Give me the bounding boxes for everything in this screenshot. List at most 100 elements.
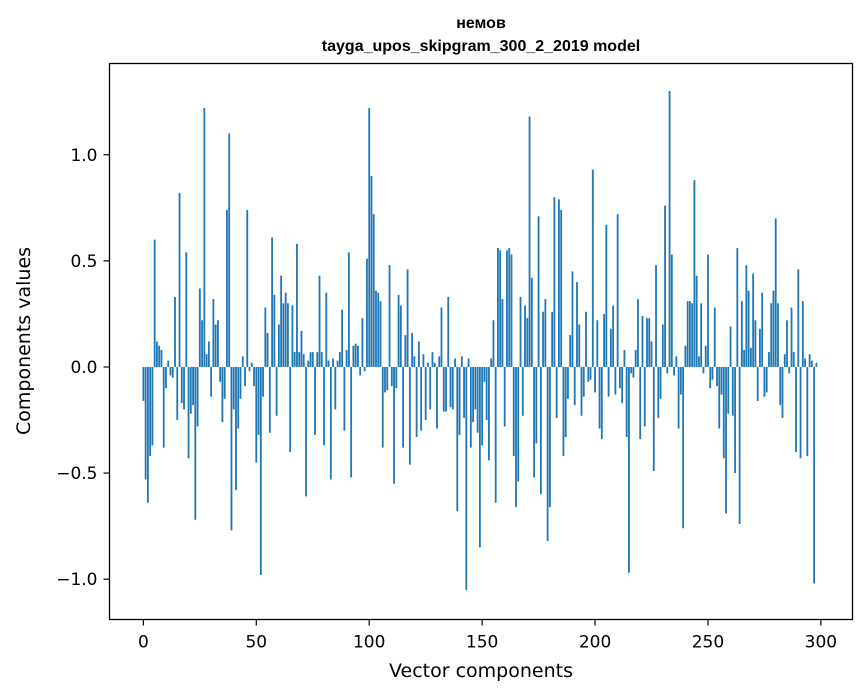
bar-200 <box>594 366 596 393</box>
x-axis-label: Vector components <box>389 660 573 682</box>
bar-159 <box>501 299 504 367</box>
bar-96 <box>359 366 362 376</box>
bar-265 <box>740 301 743 367</box>
bar-51 <box>257 366 260 435</box>
bar-214 <box>625 366 628 437</box>
bar-104 <box>377 292 380 367</box>
bar-241 <box>686 301 689 367</box>
bar-293 <box>804 358 806 367</box>
bar-227 <box>655 265 657 367</box>
bar-218 <box>634 349 637 367</box>
bar-110 <box>390 366 393 387</box>
bar-194 <box>580 366 583 416</box>
bar-46 <box>246 209 249 367</box>
bar-205 <box>605 224 608 367</box>
bar-122 <box>417 341 420 367</box>
bar-212 <box>621 366 624 404</box>
bar-41 <box>235 366 237 491</box>
bar-296 <box>810 360 813 367</box>
bar-294 <box>806 366 809 457</box>
bar-257 <box>722 366 725 459</box>
bar-131 <box>438 356 441 367</box>
bar-0 <box>142 366 145 401</box>
bar-260 <box>729 326 732 367</box>
bar-298 <box>815 362 818 367</box>
bar-282 <box>779 366 782 406</box>
bar-92 <box>350 366 353 478</box>
bar-258 <box>725 366 727 514</box>
bar-250 <box>707 254 709 367</box>
bar-199 <box>591 169 594 367</box>
x-tick-label: 300 <box>805 633 837 653</box>
bar-232 <box>666 366 669 374</box>
bar-6 <box>156 341 158 367</box>
bar-32 <box>214 324 217 367</box>
bar-164 <box>512 366 515 457</box>
bar-31 <box>212 299 215 367</box>
bar-52 <box>259 366 262 575</box>
bar-283 <box>781 366 784 418</box>
bar-142 <box>463 366 465 418</box>
bar-116 <box>404 335 407 367</box>
chart-title-word: немов <box>456 15 506 32</box>
bar-251 <box>709 366 712 389</box>
bar-274 <box>761 292 764 367</box>
bar-172 <box>530 277 533 367</box>
bar-187 <box>564 366 567 437</box>
bar-21 <box>189 366 192 414</box>
bar-123 <box>420 366 423 431</box>
bar-184 <box>558 199 560 367</box>
bar-113 <box>397 294 400 367</box>
bar-279 <box>772 290 775 367</box>
bar-13 <box>171 366 174 378</box>
bar-56 <box>268 366 271 433</box>
bar-174 <box>535 366 538 444</box>
bar-253 <box>713 307 716 367</box>
bar-226 <box>652 366 655 471</box>
bar-87 <box>338 352 341 367</box>
bar-106 <box>381 366 384 448</box>
bar-19 <box>185 252 188 367</box>
bar-7 <box>158 345 161 367</box>
bar-289 <box>795 366 797 452</box>
bar-259 <box>727 366 730 414</box>
bar-121 <box>415 366 418 437</box>
x-tick-label: 250 <box>692 633 724 653</box>
bar-177 <box>542 311 545 367</box>
bar-63 <box>284 292 287 367</box>
bar-3 <box>149 366 152 457</box>
bar-130 <box>436 366 438 429</box>
bar-133 <box>442 366 445 412</box>
bar-65 <box>289 366 292 452</box>
bar-139 <box>456 366 459 512</box>
bar-211 <box>618 366 621 389</box>
bar-217 <box>632 366 635 378</box>
bar-244 <box>693 180 696 367</box>
bar-185 <box>560 209 563 367</box>
bar-190 <box>571 271 574 367</box>
bar-150 <box>481 366 484 446</box>
bar-81 <box>325 292 328 367</box>
bar-146 <box>472 366 474 423</box>
bar-137 <box>451 366 454 410</box>
bar-182 <box>553 197 556 367</box>
bar-53 <box>262 366 264 397</box>
y-tick-label: −1.0 <box>56 570 97 590</box>
bar-220 <box>639 366 642 440</box>
bar-85 <box>334 366 337 410</box>
bar-34 <box>219 366 222 382</box>
bar-125 <box>424 366 427 421</box>
bar-287 <box>790 307 793 367</box>
bar-261 <box>731 366 734 416</box>
bar-95 <box>357 345 359 367</box>
bar-169 <box>524 305 526 367</box>
bar-195 <box>582 366 585 397</box>
x-axis: 0 50 100 150 200 250 300 <box>138 619 837 653</box>
bar-49 <box>253 366 255 387</box>
bar-162 <box>508 248 511 367</box>
bar-114 <box>399 305 402 367</box>
bar-149 <box>478 366 481 548</box>
bar-91 <box>347 252 350 367</box>
